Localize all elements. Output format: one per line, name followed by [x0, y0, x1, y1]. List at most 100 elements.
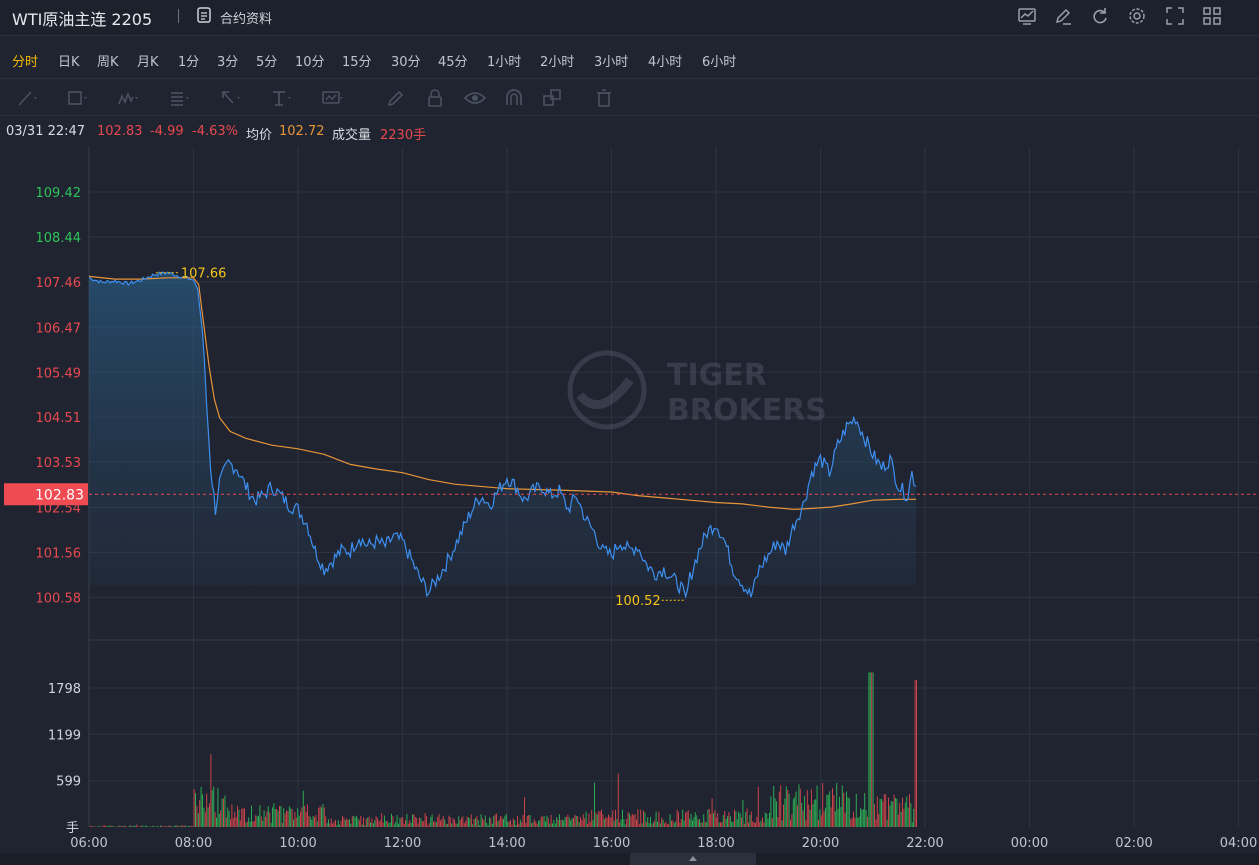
period-tab[interactable]: 分时	[12, 55, 39, 70]
chart-indicator-icon[interactable]	[1017, 6, 1037, 26]
volume-bar	[214, 812, 216, 827]
fibonacci-tool-icon[interactable]	[168, 88, 190, 108]
volume-bar	[242, 808, 244, 827]
volume-bar	[416, 817, 418, 827]
volume-bar	[129, 825, 131, 827]
period-tab[interactable]: 1小时	[487, 55, 522, 70]
period-tab[interactable]: 6小时	[702, 55, 737, 70]
period-tab[interactable]: 3分	[217, 55, 239, 70]
volume-bar	[270, 822, 272, 827]
contract-info-link[interactable]: 合约资料	[220, 12, 273, 27]
instrument-title[interactable]: WTI原油主连 2205	[12, 10, 153, 29]
volume-bar	[624, 824, 626, 827]
volume-bar	[321, 807, 322, 827]
period-tab[interactable]: 1分	[178, 55, 200, 70]
volume-bar	[90, 825, 91, 827]
volume-bar	[526, 816, 528, 827]
volume-bar	[916, 680, 917, 827]
volume-bar	[720, 822, 721, 827]
expand-panel-handle[interactable]	[630, 853, 756, 865]
period-tab[interactable]: 日K	[58, 55, 80, 70]
volume-bar	[847, 797, 849, 827]
period-tab[interactable]: 3小时	[594, 55, 629, 70]
volume-bar	[841, 785, 843, 827]
volume-bar	[522, 815, 524, 827]
volume-bar	[266, 811, 268, 827]
volume-bar	[715, 817, 717, 827]
volume-bar	[228, 810, 230, 827]
rectangle-tool-icon[interactable]	[66, 88, 88, 108]
fullscreen-icon[interactable]	[1165, 6, 1185, 26]
volume-bar	[514, 820, 516, 827]
document-icon[interactable]	[197, 7, 211, 23]
volume-bar	[693, 817, 695, 827]
volume-bar	[746, 808, 748, 827]
volume-bar	[288, 806, 290, 827]
volume-bar	[553, 820, 555, 827]
eye-icon[interactable]	[464, 88, 486, 108]
volume-bar	[885, 794, 887, 827]
settings-icon[interactable]	[1127, 6, 1147, 26]
volume-bar	[832, 788, 833, 827]
volume-bar	[843, 792, 845, 827]
volume-bar	[494, 814, 496, 827]
volume-bar	[573, 818, 574, 827]
volume-bar	[447, 824, 448, 827]
period-tab[interactable]: 30分	[391, 55, 421, 70]
pattern-tool-icon[interactable]	[117, 88, 139, 108]
volume-bar	[396, 815, 398, 827]
period-tab[interactable]: 月K	[137, 55, 159, 70]
volume-bar	[808, 804, 810, 827]
volume-bar	[346, 818, 348, 827]
period-tab[interactable]: 4小时	[648, 55, 683, 70]
grid-layout-icon[interactable]	[1202, 6, 1222, 26]
period-tab[interactable]: 5分	[256, 55, 278, 70]
edit-icon[interactable]	[1053, 6, 1073, 26]
volume-bar	[734, 809, 735, 827]
volume-bar	[848, 798, 850, 827]
volume-bar	[209, 803, 210, 827]
period-tab[interactable]: 15分	[342, 55, 372, 70]
volume-bar	[379, 820, 381, 827]
refresh-icon[interactable]	[1090, 6, 1110, 26]
volume-bar	[752, 821, 754, 827]
volume-bar	[241, 809, 243, 827]
layers-icon[interactable]	[542, 88, 564, 108]
period-tab[interactable]: 10分	[295, 55, 325, 70]
volume-bar	[892, 801, 894, 827]
volume-bar	[812, 804, 814, 827]
magnet-icon[interactable]	[503, 88, 525, 108]
text-tool-icon[interactable]	[270, 88, 292, 108]
volume-bar	[493, 816, 495, 827]
volume-bar	[483, 820, 485, 827]
trash-icon[interactable]	[594, 88, 616, 108]
volume-bar	[119, 825, 121, 827]
volume-bar	[120, 826, 122, 827]
volume-bar	[480, 814, 482, 827]
volume-bar	[757, 786, 759, 827]
volume-bar	[727, 816, 728, 827]
volume-bar	[421, 821, 423, 827]
volume-bar	[554, 823, 556, 827]
volume-bar	[511, 824, 513, 827]
measure-tool-icon[interactable]	[322, 88, 344, 108]
volume-bar	[357, 818, 359, 827]
intraday-chart[interactable]: TIGER BROKERS 109.42108.44107.46106.4710…	[0, 147, 1259, 853]
volume-bar	[826, 794, 828, 827]
period-tab[interactable]: 2小时	[540, 55, 575, 70]
volume-bar	[529, 815, 531, 827]
period-tab[interactable]: 周K	[97, 55, 119, 70]
volume-bar	[834, 811, 836, 827]
volume-bar	[911, 822, 913, 827]
lock-icon[interactable]	[425, 88, 447, 108]
line-tool-icon[interactable]	[16, 88, 38, 108]
volume-bar	[515, 824, 517, 827]
period-tab[interactable]: 45分	[438, 55, 468, 70]
pencil-icon[interactable]	[385, 88, 407, 108]
arrow-tool-icon[interactable]	[219, 88, 241, 108]
volume-bar	[669, 814, 671, 827]
x-tick-label: 12:00	[384, 836, 421, 851]
volume-bar	[108, 825, 110, 827]
volume-bar	[431, 814, 433, 827]
volume-bar	[466, 816, 468, 827]
